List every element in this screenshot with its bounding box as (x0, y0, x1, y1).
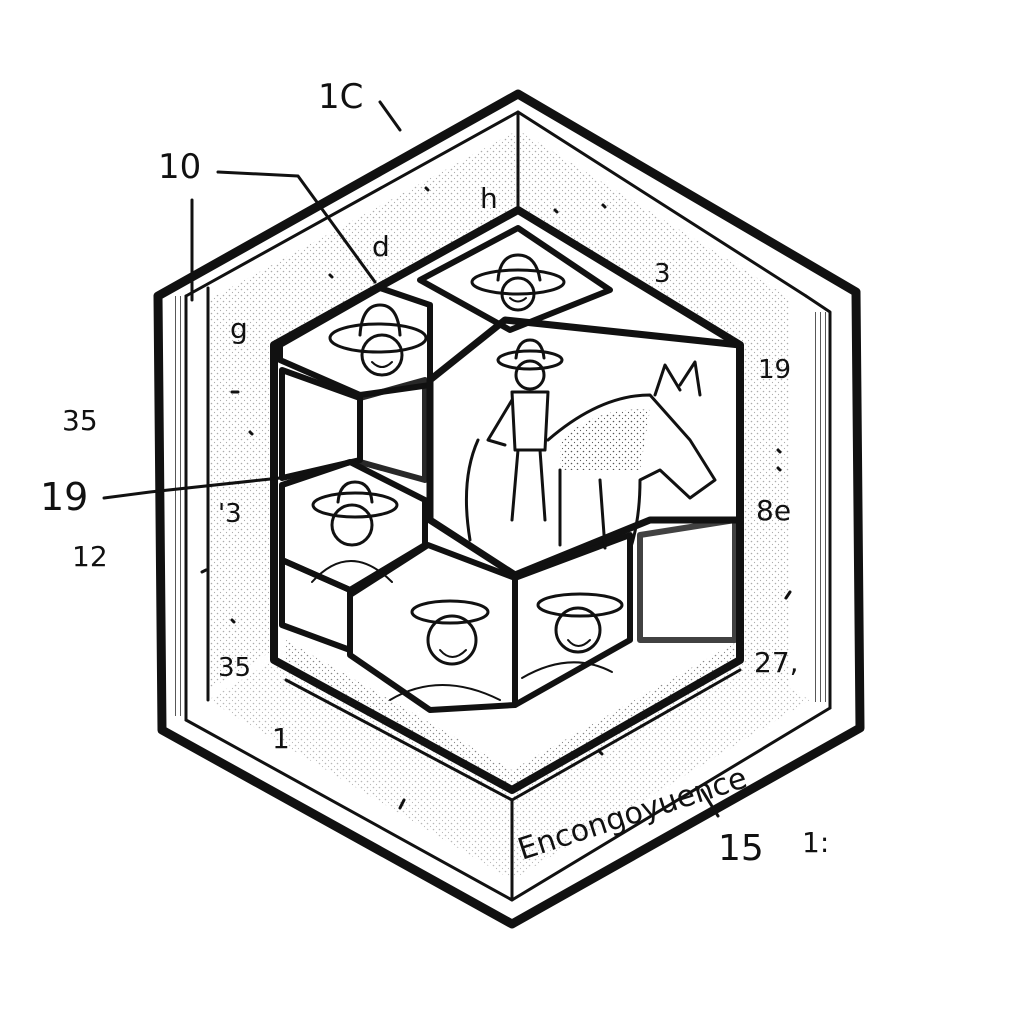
left-border-stipple (208, 130, 518, 690)
label-1-right: 1: (802, 826, 829, 859)
leader-1c (378, 100, 402, 132)
right-border-stipple (518, 130, 790, 690)
label-35-left: 35 (62, 404, 98, 437)
leader-19-left (102, 476, 282, 500)
panel-lower-left-dark (279, 557, 353, 653)
label-19-left: 19 (40, 475, 88, 519)
label-d: d (372, 230, 390, 263)
inner-hexagon (270, 206, 744, 802)
label-27: 27, (754, 646, 799, 679)
horse (464, 360, 717, 552)
label-15: 15 (718, 828, 764, 869)
inner-panels (277, 225, 744, 713)
cowboy-head-top (470, 253, 566, 312)
right-edge-shading (812, 312, 826, 702)
leader-lines (102, 100, 720, 818)
label-35-lower: 35 (218, 653, 251, 683)
panel-left-hatched (357, 377, 428, 483)
cowboy-with-horse (486, 338, 564, 522)
panel-bottom-right (512, 532, 633, 708)
label-1c: 1C (318, 77, 363, 117)
label-10: 10 (158, 147, 201, 187)
leader-10 (216, 170, 377, 284)
left-edge-shading (172, 296, 186, 716)
label-h: h (480, 182, 498, 215)
panel-right-hatched (637, 517, 738, 643)
label-g: g (230, 312, 248, 345)
label-3-top: 3 (654, 259, 671, 289)
label-12: 12 (72, 540, 108, 573)
label-8e: 8e (756, 494, 791, 527)
cowboy-head-mid-left (311, 480, 399, 583)
tick-marks (200, 186, 792, 810)
label-1: 1 (272, 722, 290, 755)
panel-top (417, 225, 613, 333)
label-19-right: 19 (758, 355, 791, 385)
label-3-inner: '3 (218, 499, 242, 529)
cowboy-head-upper-left (328, 303, 428, 377)
cowboy-head-bottom-center (389, 599, 501, 701)
panel-center (426, 316, 744, 579)
cowboy-head-bottom-right (521, 592, 624, 679)
leader-15 (700, 788, 720, 818)
